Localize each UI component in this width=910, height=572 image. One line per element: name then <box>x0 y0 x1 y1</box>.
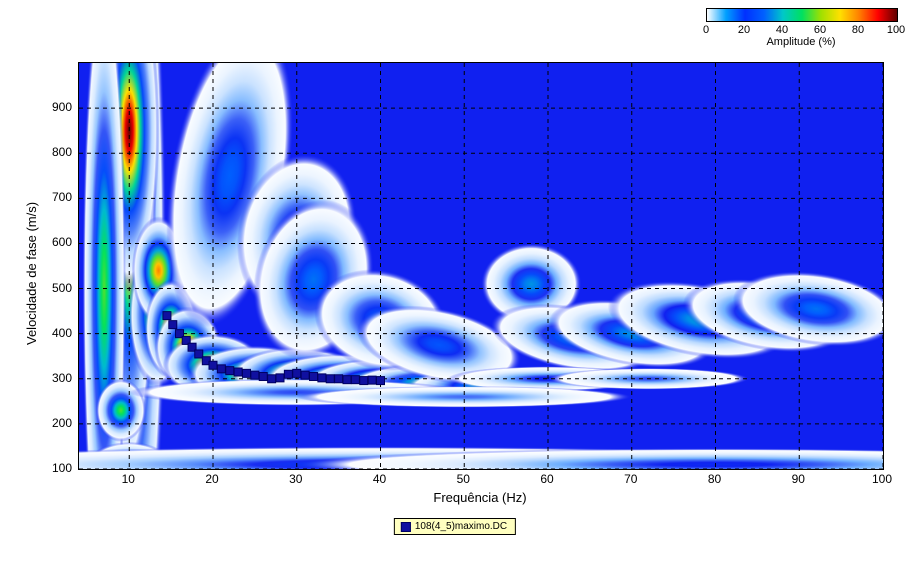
y-tick: 700 <box>42 190 72 204</box>
colorbar-ticks: 020406080100 <box>706 22 896 36</box>
colorbar-tick: 20 <box>738 24 750 36</box>
x-axis-label: Frequência (Hz) <box>78 490 882 505</box>
x-tick: 20 <box>205 472 218 486</box>
x-tick: 90 <box>792 472 805 486</box>
colorbar-tick: 0 <box>703 24 709 36</box>
legend-swatch <box>401 522 411 532</box>
y-tick: 500 <box>42 281 72 295</box>
dispersion-heatmap <box>78 62 884 470</box>
colorbar-tick: 40 <box>776 24 788 36</box>
y-tick: 400 <box>42 326 72 340</box>
y-tick: 600 <box>42 235 72 249</box>
y-tick: 900 <box>42 100 72 114</box>
x-tick: 60 <box>540 472 553 486</box>
x-tick: 70 <box>624 472 637 486</box>
x-tick: 100 <box>872 472 892 486</box>
colorbar-tick: 80 <box>852 24 864 36</box>
x-tick: 10 <box>122 472 135 486</box>
y-axis-label: Velocidade de fase (m/s) <box>24 202 39 345</box>
x-tick: 50 <box>457 472 470 486</box>
y-tick: 200 <box>42 416 72 430</box>
colorbar-label: Amplitude (%) <box>706 36 896 48</box>
colorbar-tick: 100 <box>887 24 905 36</box>
x-tick: 40 <box>373 472 386 486</box>
y-tick: 100 <box>42 461 72 475</box>
heatmap-layer <box>79 63 883 469</box>
legend-label: 108(4_5)maximo.DC <box>415 521 507 532</box>
y-tick: 300 <box>42 371 72 385</box>
x-tick: 30 <box>289 472 302 486</box>
legend: 108(4_5)maximo.DC <box>394 518 516 535</box>
colorbar: 020406080100 Amplitude (%) <box>706 8 896 48</box>
x-tick: 80 <box>708 472 721 486</box>
y-tick: 800 <box>42 145 72 159</box>
colorbar-tick: 60 <box>814 24 826 36</box>
colorbar-gradient <box>706 8 898 22</box>
figure-container: 0 20 40 60 80 100 Amplitude (%) Velocidade de… <box>0 0 910 572</box>
